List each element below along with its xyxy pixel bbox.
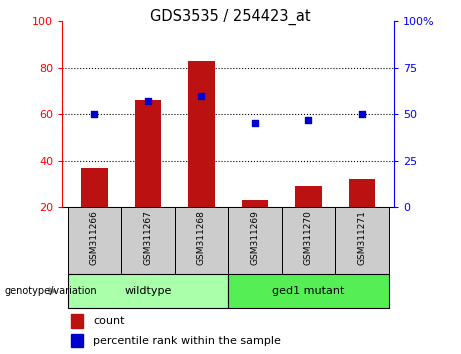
FancyBboxPatch shape xyxy=(228,207,282,274)
Bar xyxy=(188,61,215,207)
Point xyxy=(305,117,312,122)
Point xyxy=(358,111,366,117)
Text: genotype/variation: genotype/variation xyxy=(5,286,97,296)
Bar xyxy=(242,200,268,207)
Bar xyxy=(349,179,375,207)
Bar xyxy=(71,314,83,328)
FancyBboxPatch shape xyxy=(68,274,228,308)
FancyBboxPatch shape xyxy=(175,207,228,274)
Text: GSM311267: GSM311267 xyxy=(143,210,153,266)
FancyBboxPatch shape xyxy=(282,207,335,274)
Text: count: count xyxy=(93,316,124,326)
FancyBboxPatch shape xyxy=(68,207,121,274)
FancyBboxPatch shape xyxy=(121,207,175,274)
Text: GSM311268: GSM311268 xyxy=(197,210,206,266)
Text: GSM311271: GSM311271 xyxy=(358,210,366,266)
Bar xyxy=(135,100,161,207)
FancyBboxPatch shape xyxy=(228,274,389,308)
Text: percentile rank within the sample: percentile rank within the sample xyxy=(93,336,281,346)
Bar xyxy=(71,334,83,347)
Point xyxy=(198,93,205,98)
Text: GDS3535 / 254423_at: GDS3535 / 254423_at xyxy=(150,9,311,25)
Bar xyxy=(81,167,108,207)
FancyBboxPatch shape xyxy=(335,207,389,274)
Point xyxy=(91,111,98,117)
Text: GSM311270: GSM311270 xyxy=(304,210,313,266)
Text: ged1 mutant: ged1 mutant xyxy=(272,286,345,296)
Text: GSM311269: GSM311269 xyxy=(250,210,260,266)
Point xyxy=(251,121,259,126)
Point xyxy=(144,98,152,104)
Text: wildtype: wildtype xyxy=(124,286,171,296)
Text: GSM311266: GSM311266 xyxy=(90,210,99,266)
Bar xyxy=(295,186,322,207)
